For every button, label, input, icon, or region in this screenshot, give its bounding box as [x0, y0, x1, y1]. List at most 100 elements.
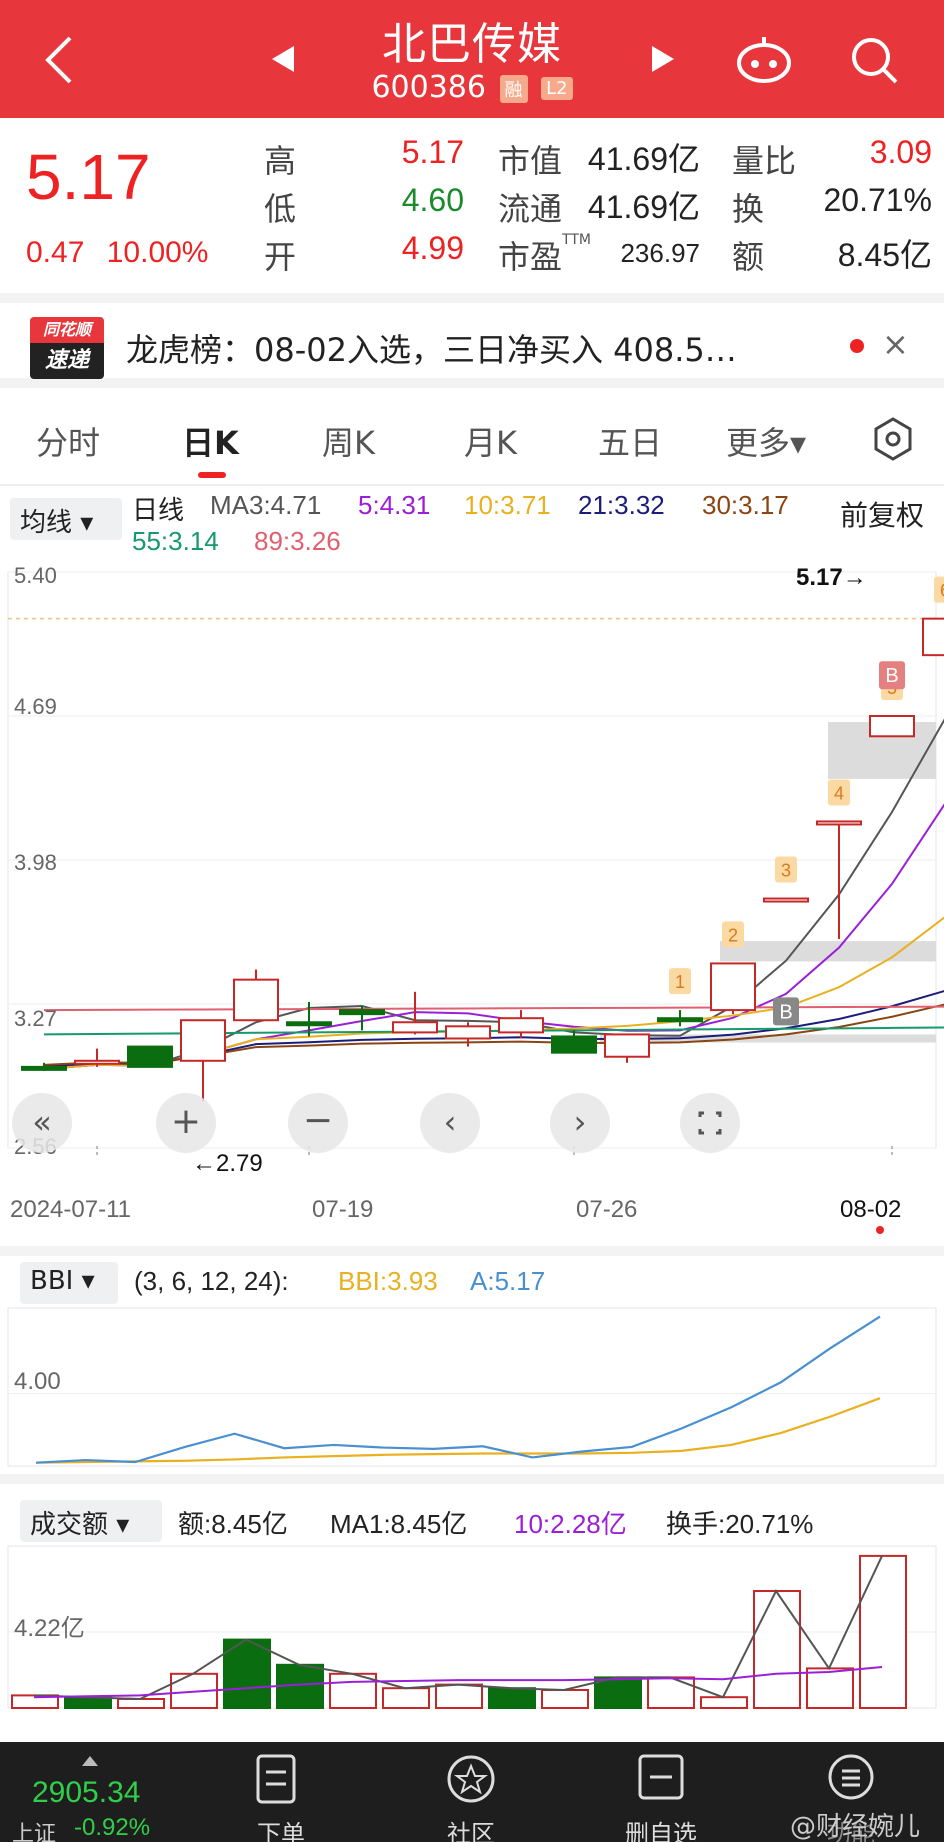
resistance-zone: [720, 941, 936, 962]
amount-bar: [435, 1683, 483, 1710]
open-label: 开: [264, 238, 297, 276]
functions-button[interactable]: 功能: [827, 1820, 875, 1842]
candle-body: [710, 962, 756, 1012]
amount-chart[interactable]: [0, 1540, 944, 1710]
amount-bar: [541, 1689, 589, 1709]
bbi-chart[interactable]: [0, 1300, 944, 1472]
chart-settings-icon[interactable]: [870, 416, 916, 462]
amount-selector[interactable]: 成交额 ▾: [20, 1500, 162, 1542]
amount-ma1-label: MA1:8.45亿: [330, 1509, 468, 1539]
order-button[interactable]: 下单: [257, 1820, 305, 1842]
active-tab-indicator: [198, 472, 226, 478]
tab-daily-k[interactable]: 日K: [182, 424, 239, 462]
close-icon[interactable]: ×: [882, 325, 909, 363]
candle-body: [657, 1017, 703, 1023]
index-name: 上证: [12, 1822, 57, 1842]
stock-code: 600386: [371, 70, 486, 105]
next-stock-icon[interactable]: [648, 44, 678, 74]
back-arrow-icon[interactable]: [40, 30, 80, 90]
tab-weekly-k[interactable]: 周K: [322, 424, 375, 462]
tab-monthly-k[interactable]: 月K: [464, 424, 517, 462]
signal-badge-number: 1: [675, 972, 685, 992]
change-amount: 0.47: [26, 236, 85, 269]
ma10-line: [43, 916, 944, 1070]
candle-body: [233, 978, 279, 1022]
tab-intraday[interactable]: 分时: [36, 424, 101, 462]
delete-watchlist-icon[interactable]: [636, 1752, 686, 1802]
buy-mark-badge: [879, 661, 905, 690]
functions-icon[interactable]: [826, 1752, 876, 1802]
scroll-right-icon[interactable]: ›: [550, 1093, 610, 1153]
pe-value: 236.97: [620, 238, 700, 268]
plot-frame: [7, 1307, 937, 1467]
signal-badge-number: 6: [940, 581, 944, 601]
order-icon[interactable]: [254, 1752, 298, 1806]
x-label-end: 08-02: [840, 1196, 902, 1223]
pe-label: 市盈TTM: [498, 232, 591, 276]
ttm-superscript: TTM: [562, 232, 591, 248]
high-value: 5.17: [401, 134, 464, 170]
scroll-left-fast-icon[interactable]: «: [12, 1093, 72, 1153]
previous-stock-icon[interactable]: [268, 44, 298, 74]
tab-five-day[interactable]: 五日: [598, 424, 663, 462]
candle-body: [339, 1009, 385, 1016]
community-icon[interactable]: [444, 1752, 498, 1806]
bbi-selector[interactable]: BBI ▾: [20, 1262, 118, 1304]
candle-body: [551, 1035, 597, 1054]
candle-body: [445, 1025, 491, 1040]
low-label: 低: [264, 190, 297, 228]
zoom-in-icon[interactable]: +: [156, 1093, 216, 1153]
turnover-rate-label: 换手:20.71%: [666, 1509, 814, 1539]
community-button[interactable]: 社区: [447, 1820, 495, 1842]
amount-bar: [64, 1696, 112, 1709]
bbi-params: (3, 6, 12, 24):: [134, 1266, 289, 1296]
unread-dot: [850, 339, 864, 353]
delete-watchlist-button[interactable]: 删自选: [625, 1820, 697, 1842]
y-tick-top: 5.40: [14, 563, 57, 588]
candle-body: [180, 1019, 226, 1062]
index-value[interactable]: 2905.34: [32, 1776, 141, 1809]
candle-body: [74, 1059, 120, 1065]
candle-body: [922, 617, 944, 657]
tab-more[interactable]: 更多▾: [726, 424, 807, 462]
kline-chart[interactable]: 123456BB: [0, 560, 944, 1180]
ma-selector[interactable]: 均线 ▾: [10, 498, 122, 540]
market-cap-label: 市值: [498, 142, 563, 180]
candle-body: [21, 1065, 67, 1071]
support-zone: [600, 1034, 936, 1043]
adjust-mode[interactable]: 前复权: [840, 499, 925, 532]
index-change: -0.92%: [74, 1814, 151, 1841]
turnover-label: 换: [732, 190, 765, 228]
amount-ma1-line: [33, 1555, 883, 1701]
zoom-out-icon[interactable]: −: [288, 1093, 348, 1153]
scroll-left-icon[interactable]: ‹: [420, 1093, 480, 1153]
tonghuashun-logo: 同花顺 速递: [30, 317, 104, 379]
divider: [0, 1246, 944, 1256]
x-label-start: 2024-07-11: [10, 1196, 131, 1223]
fullscreen-icon[interactable]: [680, 1093, 740, 1153]
candle-body: [392, 1021, 438, 1034]
ma3-value: MA3:4.71: [210, 490, 322, 520]
float-cap-value: 41.69亿: [587, 189, 700, 225]
search-icon[interactable]: [848, 34, 900, 86]
stock-name: 北巴传媒: [382, 19, 562, 70]
signal-badge: [828, 779, 850, 806]
y-tick-3: 3.98: [14, 850, 57, 875]
assistant-robot-icon[interactable]: [734, 34, 794, 84]
margin-badge: 融: [499, 74, 528, 103]
amount-bar: [594, 1676, 642, 1709]
bbi-value: BBI:3.93: [338, 1266, 438, 1296]
signal-badge: [934, 576, 944, 603]
bottom-navigation: 2905.34 上证 -0.92% 下单 社区 删自选 功能: [0, 1742, 944, 1842]
signal-badge-number: 2: [728, 925, 738, 945]
signal-badge: [775, 856, 797, 883]
signal-badge: [669, 968, 691, 995]
news-ticker[interactable]: 同花顺 速递 龙虎榜：08-02入选，三日净买入 408.5… ×: [0, 293, 944, 388]
period-label: 日线: [132, 495, 185, 525]
bbi-a-value: A:5.17: [470, 1266, 546, 1296]
amount-value: 8.45亿: [837, 237, 932, 273]
bbi-line: [35, 1397, 881, 1464]
candle-body: [816, 820, 862, 826]
news-text[interactable]: 龙虎榜：08-02入选，三日净买入 408.5…: [126, 331, 737, 369]
buy-mark-label: B: [779, 1001, 792, 1023]
